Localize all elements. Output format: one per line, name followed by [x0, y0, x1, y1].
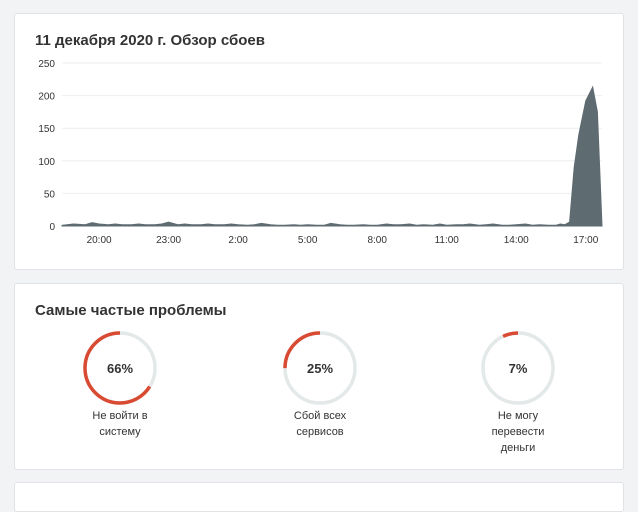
next-card — [14, 482, 624, 512]
problem-gauge[interactable]: 7% Не могу перевести деньги — [458, 330, 578, 456]
x-tick-label: 11:00 — [435, 235, 460, 246]
problem-gauge[interactable]: 66% Не войти в систему — [60, 330, 180, 440]
chart-title: 11 декабря 2020 г. Обзор сбоев — [35, 32, 265, 49]
x-tick-label: 14:00 — [504, 235, 529, 246]
outage-chart: 0 50 100 150 200 250 20:00 23:00 2:00 5:00 8:00 11:… — [38, 59, 603, 246]
top-problems-card: Самые частые проблемы 66% Не войти в сис… — [14, 283, 624, 470]
gauge-label: Сбой всех сервисов — [293, 410, 347, 438]
outage-chart-card: 11 декабря 2020 г. Обзор сбоев 0 50 100 150… — [14, 13, 624, 270]
problems-title: Самые частые проблемы — [35, 302, 227, 319]
gauge-ring: 7% — [481, 331, 555, 405]
gauge-percent: 7% — [509, 361, 528, 376]
gauge-ring: 25% — [283, 331, 357, 405]
gauge-label: Не войти в систему — [92, 410, 148, 438]
y-tick-label: 200 — [38, 92, 55, 103]
y-tick-label: 50 — [44, 189, 56, 200]
gauge-ring: 66% — [83, 331, 157, 405]
gauge-percent: 25% — [307, 361, 333, 376]
y-tick-label: 100 — [38, 157, 55, 168]
y-tick-label: 0 — [49, 222, 55, 233]
y-tick-label: 250 — [38, 59, 55, 70]
x-tick-label: 20:00 — [87, 235, 112, 246]
x-tick-label: 8:00 — [367, 235, 387, 246]
y-tick-label: 150 — [38, 124, 55, 135]
problem-gauge[interactable]: 25% Сбой всех сервисов — [260, 330, 380, 440]
outage-area-series — [61, 85, 603, 227]
x-tick-label: 2:00 — [228, 235, 248, 246]
x-tick-label: 23:00 — [156, 235, 181, 246]
gauge-label: Не могу перевести деньги — [491, 410, 545, 454]
gauge-percent: 66% — [107, 361, 133, 376]
x-tick-label: 17:00 — [573, 235, 598, 246]
x-tick-label: 5:00 — [298, 235, 318, 246]
